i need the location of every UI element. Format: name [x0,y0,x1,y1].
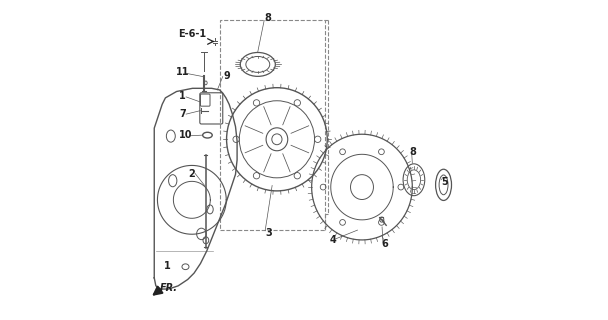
Text: 1: 1 [179,91,185,101]
Text: 5: 5 [441,177,447,187]
Text: 1: 1 [164,261,171,271]
Text: E-6-1: E-6-1 [178,29,206,39]
Text: 8: 8 [410,147,416,157]
Text: 2: 2 [188,169,195,179]
Text: 7: 7 [179,109,185,119]
Text: 10: 10 [179,130,192,140]
Text: 6: 6 [382,239,389,249]
Text: 4: 4 [330,235,337,245]
Text: 8: 8 [264,13,271,23]
Text: 9: 9 [224,71,230,81]
Text: 11: 11 [176,68,189,77]
Text: 3: 3 [265,228,272,238]
Text: FR.: FR. [160,283,178,293]
